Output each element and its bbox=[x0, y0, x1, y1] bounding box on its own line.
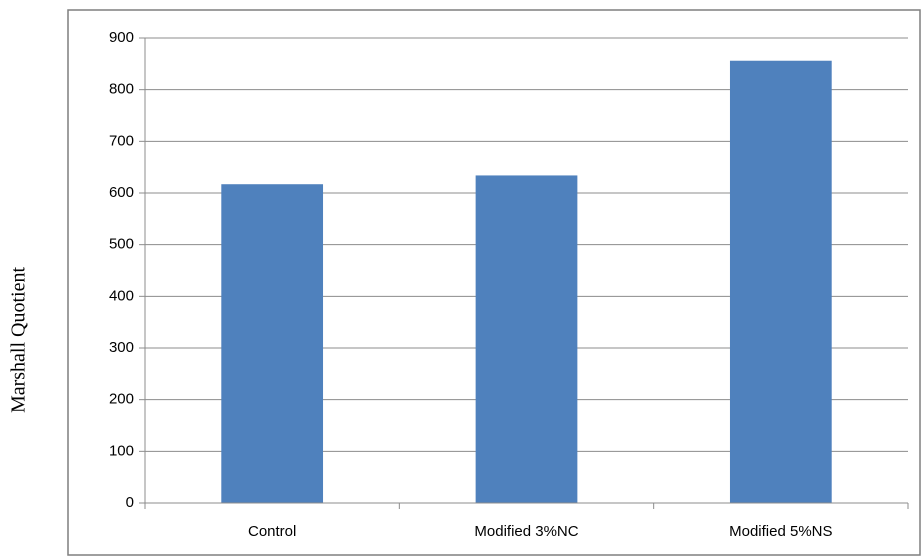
y-axis-label: Marshall Quotient bbox=[8, 267, 30, 414]
bar bbox=[221, 184, 324, 503]
axes bbox=[139, 37, 909, 509]
y-tick-label: 700 bbox=[109, 132, 134, 149]
y-tick-label: 800 bbox=[109, 81, 134, 98]
y-tick-label: 500 bbox=[109, 236, 134, 253]
y-tick-label: 0 bbox=[126, 494, 134, 511]
x-tick-label: Modified 3%NC bbox=[474, 523, 578, 540]
y-tick-label: 400 bbox=[109, 287, 134, 304]
bar bbox=[729, 60, 832, 503]
bar bbox=[475, 175, 578, 503]
y-tick-label: 300 bbox=[109, 339, 134, 356]
y-tick-label: 600 bbox=[109, 184, 134, 201]
x-tick-label: Modified 5%NS bbox=[729, 523, 832, 540]
y-tick-label: 100 bbox=[109, 442, 134, 459]
y-tick-labels: 0 100 200 300 400 500 600 700 800 900 bbox=[109, 29, 134, 511]
x-tick-labels: Control Modified 3%NC Modified 5%NS bbox=[248, 523, 833, 540]
y-tick-label: 200 bbox=[109, 391, 134, 408]
y-tick-label: 900 bbox=[109, 29, 134, 46]
x-tick-label: Control bbox=[248, 523, 296, 540]
bars bbox=[221, 60, 832, 503]
